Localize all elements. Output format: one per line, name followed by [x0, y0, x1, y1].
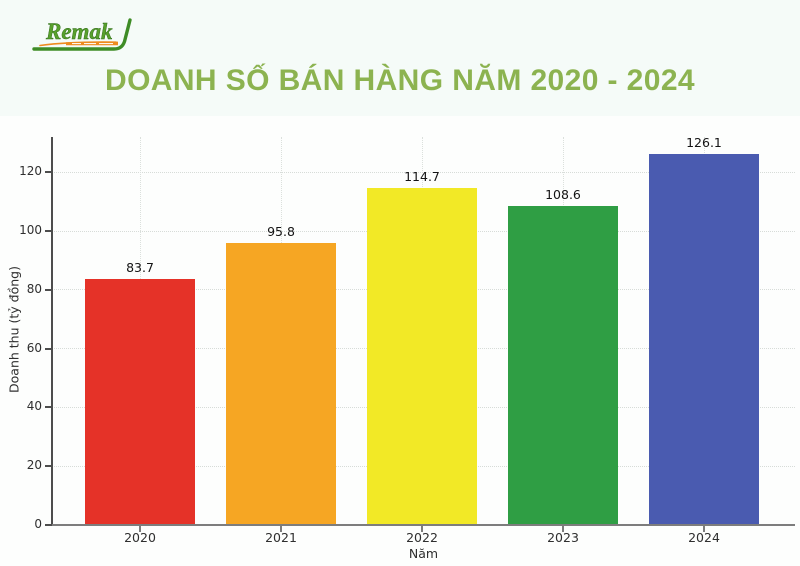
y-tick-mark: [45, 288, 51, 291]
bar-2024: [649, 154, 759, 525]
y-tick-label: 40: [26, 399, 42, 414]
bar-2022: [367, 187, 477, 525]
y-tick-mark: [45, 406, 51, 409]
x-axis-label: Năm: [408, 546, 439, 561]
y-axis-spine: [51, 137, 53, 526]
x-axis-spine: [52, 524, 795, 526]
page-title: DOANH SỐ BÁN HÀNG NĂM 2020 - 2024: [105, 64, 695, 97]
y-tick-label: 120: [19, 164, 42, 179]
bar-2020: [85, 278, 195, 525]
x-tick-mark: [421, 526, 423, 532]
bar-value-label: 95.8: [267, 224, 295, 240]
h-gridline: [52, 171, 795, 173]
bar-value-label: 83.7: [126, 259, 154, 275]
logo-text: Remak: [45, 19, 113, 44]
bar-2021: [226, 243, 336, 525]
bar-value-label: 108.6: [545, 186, 581, 202]
logo-swoosh: [32, 18, 132, 51]
y-tick-mark: [45, 347, 51, 350]
remak-logo: Remak: [32, 18, 132, 51]
x-tick-mark: [703, 526, 705, 532]
x-tick-label: 2021: [265, 530, 297, 545]
bar-value-label: 126.1: [686, 135, 722, 151]
x-tick-mark: [562, 526, 564, 532]
y-tick-mark: [45, 230, 51, 233]
y-axis-label: Doanh thu (tỷ đồng): [6, 266, 22, 393]
x-tick-label: 2024: [688, 530, 720, 545]
y-tick-label: 0: [34, 517, 42, 531]
x-tick-label: 2023: [547, 530, 579, 545]
y-tick-label: 60: [26, 340, 42, 355]
x-tick-label: 2020: [124, 530, 156, 545]
y-tick-mark: [45, 171, 51, 174]
x-tick-mark: [139, 526, 141, 532]
x-tick-mark: [280, 526, 282, 532]
bar-value-label: 114.7: [404, 168, 440, 184]
y-tick-mark: [45, 524, 51, 526]
y-tick-label: 100: [19, 223, 42, 238]
x-tick-label: 2022: [406, 530, 438, 545]
bar-2023: [508, 205, 618, 525]
y-tick-mark: [45, 465, 51, 468]
y-tick-label: 20: [26, 458, 42, 473]
y-tick-label: 80: [26, 281, 42, 296]
